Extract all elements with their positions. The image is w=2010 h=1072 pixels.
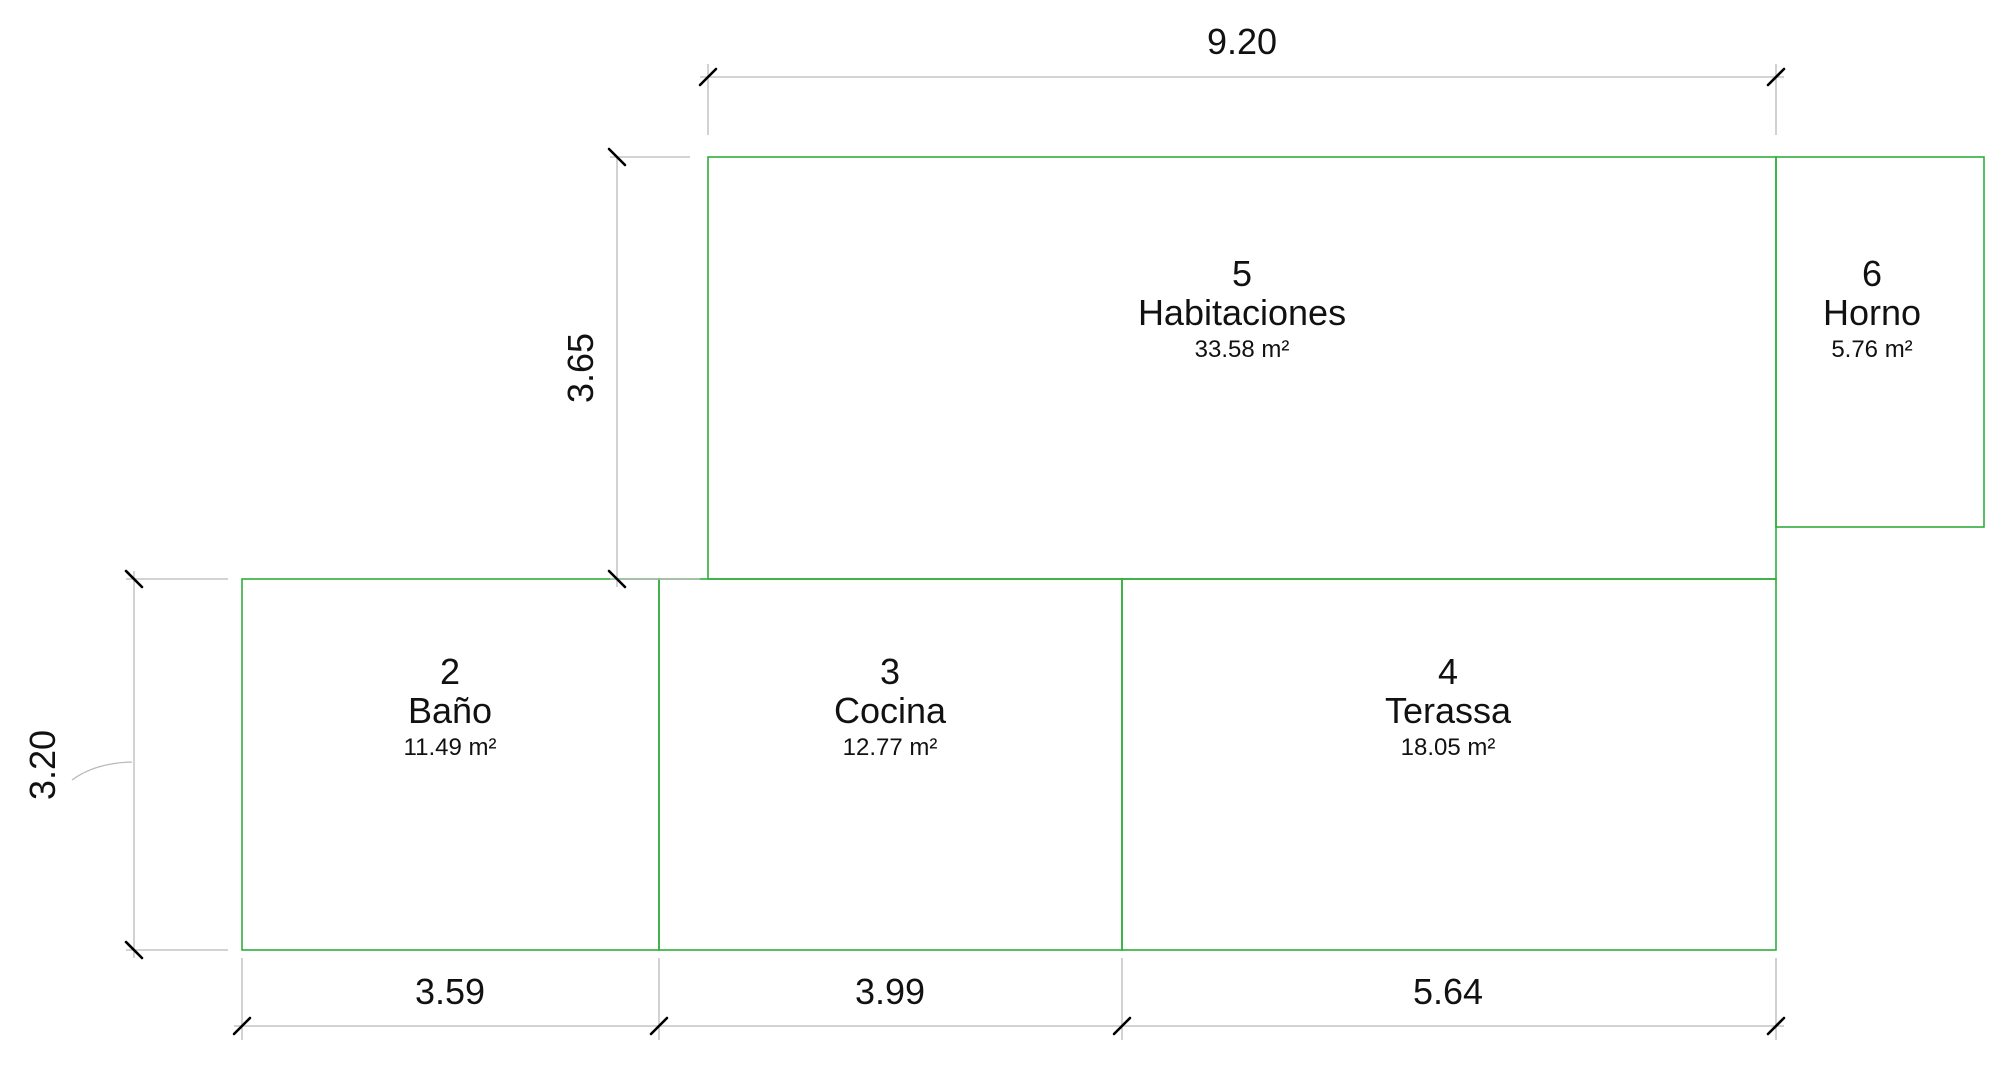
- room-outline-horno: [1775, 156, 1985, 528]
- dimension-label-bottom-bano: 3.59: [415, 971, 485, 1012]
- dimension-label-bottom-cocina: 3.99: [855, 971, 925, 1012]
- room-tag-horno: 6 Horno 5.76 m²: [1823, 253, 1921, 363]
- room-number: 4: [1438, 651, 1458, 692]
- room-outline-terassa: [1121, 578, 1777, 951]
- dimension-left-lower: 3.20: [22, 569, 228, 960]
- room-number: 2: [440, 651, 460, 692]
- room-area: 18.05 m²: [1401, 734, 1496, 761]
- dimension-label-bottom-terassa: 5.64: [1413, 971, 1483, 1012]
- room-area: 5.76 m²: [1831, 336, 1912, 363]
- room-outline-habitaciones: [707, 156, 1777, 580]
- room-area: 33.58 m²: [1195, 336, 1290, 363]
- dimension-top-overall: 9.20: [698, 21, 1786, 135]
- dimension-left-upper: 3.65: [560, 147, 700, 589]
- room-name: Cocina: [834, 690, 947, 731]
- dimension-bottom-chain: 3.59 3.99 5.64: [232, 958, 1786, 1040]
- room-name: Terassa: [1385, 690, 1512, 731]
- room-number: 5: [1232, 253, 1252, 294]
- room-name: Baño: [408, 690, 492, 731]
- room-tag-terassa: 4 Terassa 18.05 m²: [1385, 651, 1512, 761]
- room-number: 6: [1862, 253, 1882, 294]
- room-number: 3: [880, 651, 900, 692]
- room-name: Horno: [1823, 292, 1921, 333]
- room-tag-bano: 2 Baño 11.49 m²: [404, 651, 497, 761]
- room-name: Habitaciones: [1138, 292, 1346, 333]
- room-outline-cocina: [658, 578, 1123, 951]
- room-tag-cocina: 3 Cocina 12.77 m²: [834, 651, 947, 761]
- dimension-label-left-lower: 3.20: [22, 730, 63, 800]
- room-tag-habitaciones: 5 Habitaciones 33.58 m²: [1138, 253, 1346, 363]
- dimension-label-left-upper: 3.65: [560, 333, 601, 403]
- room-outline-bano: [241, 578, 660, 951]
- dimension-label-top: 9.20: [1207, 21, 1277, 62]
- room-area: 11.49 m²: [404, 734, 497, 761]
- room-area: 12.77 m²: [843, 734, 938, 761]
